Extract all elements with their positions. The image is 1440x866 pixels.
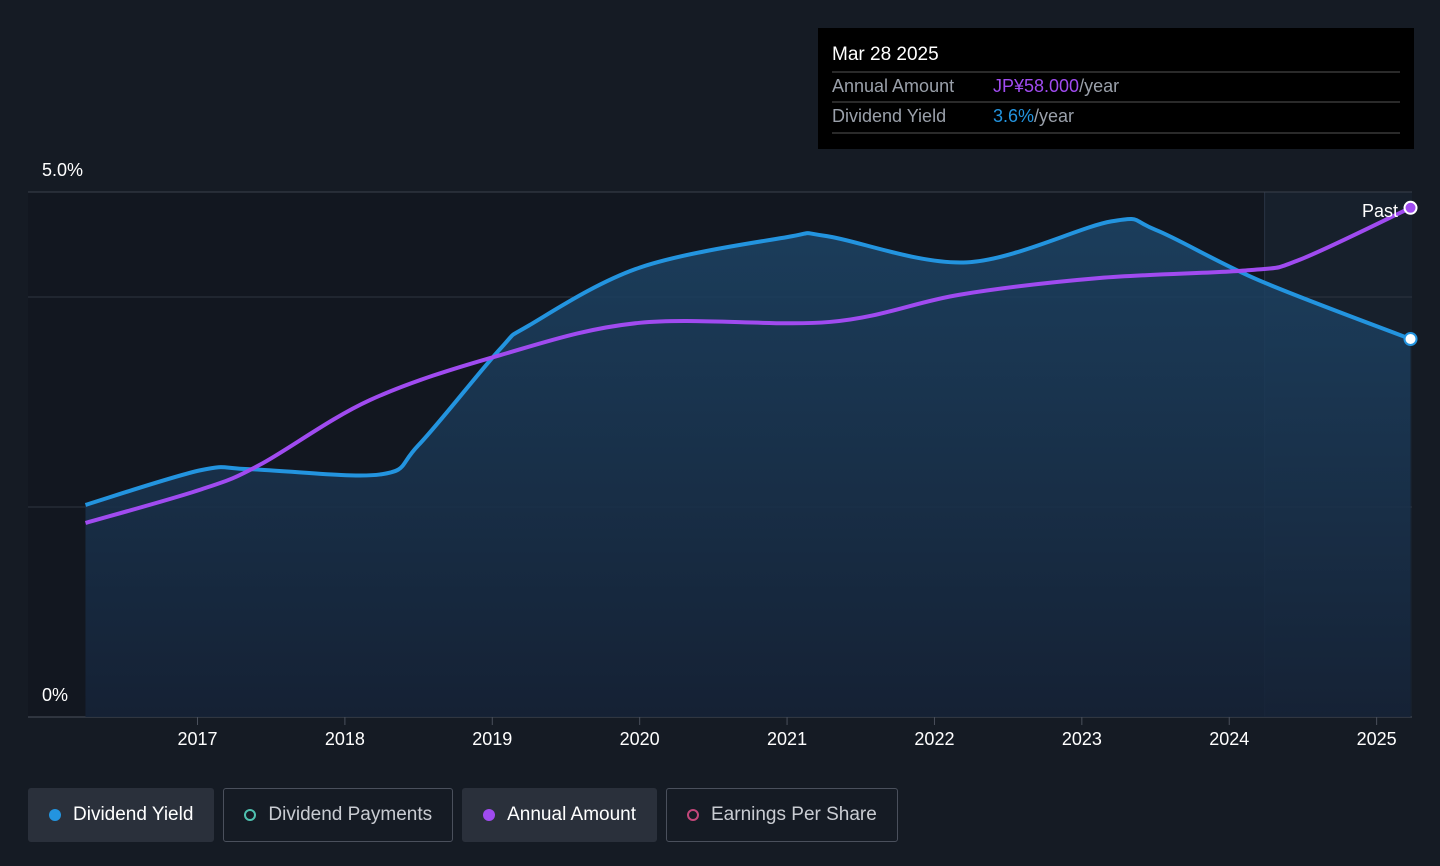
legend-marker — [483, 809, 496, 821]
legend-label: Annual Amount — [507, 804, 636, 825]
area — [85, 218, 1411, 717]
legend-button[interactable]: Dividend Payments — [223, 788, 454, 842]
legend-marker — [49, 809, 61, 821]
y-tick-label: 0% — [42, 685, 68, 705]
tooltip: Mar 28 2025 Annual Amount JP¥58.000/year D… — [818, 28, 1414, 149]
legend-label: Dividend Yield — [73, 804, 194, 825]
tooltip-title: Mar 28 2025 — [832, 44, 939, 65]
unit: /year — [1079, 76, 1119, 96]
x-tick-label: 2018 — [325, 729, 365, 749]
past-label: Past — [1362, 201, 1398, 221]
legend-label: Earnings Per Share — [711, 804, 877, 825]
x-tick-label: 2022 — [914, 729, 954, 749]
legend-button[interactable]: Dividend Yield — [28, 788, 215, 842]
value: 3.6% — [993, 106, 1034, 126]
y-tick-label: 5.0% — [42, 160, 83, 180]
legend-button[interactable]: Annual Amount — [462, 788, 657, 842]
tooltip-label: Dividend Yield — [832, 106, 946, 126]
x-tick-label: 2020 — [620, 729, 660, 749]
tooltip-value: JP¥58.000/year — [993, 76, 1119, 96]
x-tick-label: 2017 — [177, 729, 217, 749]
legend-label: Dividend Payments — [268, 804, 433, 825]
line — [84, 205, 1412, 525]
value: JP¥58.000 — [993, 76, 1079, 96]
line — [84, 216, 1412, 507]
legend-marker — [687, 809, 699, 821]
x-tick-label: 2025 — [1357, 729, 1397, 749]
legend-marker — [244, 809, 257, 821]
unit: /year — [1034, 106, 1074, 126]
x-tick-label: 2019 — [472, 729, 512, 749]
x-tick-label: 2023 — [1062, 729, 1102, 749]
tooltip-value: 3.6%/year — [993, 106, 1074, 126]
end-marker — [1403, 332, 1418, 346]
legend: Dividend Yield Dividend Payments Annual Am… — [28, 788, 898, 842]
tooltip-box — [818, 28, 1414, 149]
tooltip-label: Annual Amount — [832, 76, 954, 96]
x-tick-label: 2024 — [1209, 729, 1249, 749]
end-marker — [1403, 200, 1418, 215]
x-tick-label: 2021 — [767, 729, 807, 749]
legend-button[interactable]: Earnings Per Share — [666, 788, 898, 842]
